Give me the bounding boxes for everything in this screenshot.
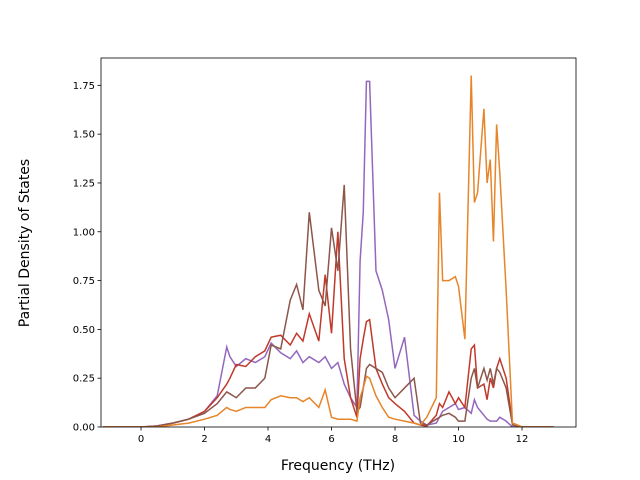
series-line: [102, 75, 554, 427]
y-tick-label: 1.75: [73, 81, 95, 92]
series-line: [102, 184, 554, 427]
y-axis-label: Partial Density of States: [17, 159, 33, 327]
y-tick-label: 1.25: [73, 178, 95, 189]
x-tick-label: 0: [138, 434, 144, 445]
x-tick-label: 2: [201, 434, 207, 445]
y-tick-label: 1.00: [73, 227, 95, 238]
x-tick-label: 8: [392, 434, 398, 445]
y-tick-label: 0.25: [73, 374, 95, 385]
y-tick-label: 1.50: [73, 130, 95, 141]
series-line: [102, 80, 554, 427]
y-tick-label: 0.50: [73, 325, 95, 336]
series-line: [102, 231, 554, 427]
x-tick-label: 12: [516, 434, 529, 445]
x-tick-label: 4: [265, 434, 271, 445]
y-tick-label: 0.00: [73, 423, 95, 434]
plot-frame: [100, 57, 577, 428]
x-tick-label: 10: [452, 434, 465, 445]
x-axis-label: Frequency (THz): [281, 458, 395, 474]
x-tick-label: 6: [328, 434, 334, 445]
y-tick-label: 0.75: [73, 276, 95, 287]
